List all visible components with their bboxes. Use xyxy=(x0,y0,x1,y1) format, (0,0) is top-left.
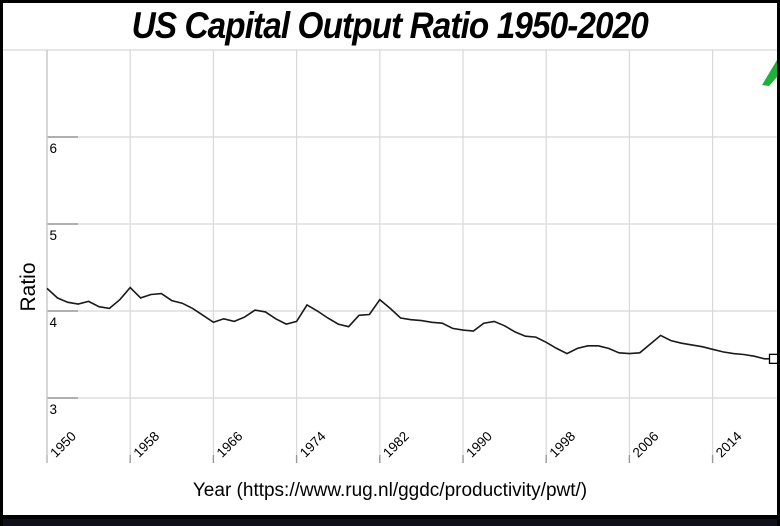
x-tick-label: 1950 xyxy=(47,429,79,461)
y-tick-label: 4 xyxy=(50,315,58,330)
x-tick-label: 1958 xyxy=(130,429,162,461)
bottom-dark-strip xyxy=(3,519,777,526)
chart-title-text: US Capital Output Ratio 1950-2020 xyxy=(131,5,649,46)
x-tick-label: 1966 xyxy=(214,429,246,461)
chart-title: US Capital Output Ratio 1950-2020 xyxy=(3,5,777,47)
x-tick-label: 1998 xyxy=(546,429,578,461)
data-line xyxy=(46,286,775,360)
x-tick-label: 1982 xyxy=(380,429,412,461)
frame-bottom-border xyxy=(3,515,777,519)
y-tick-label: 3 xyxy=(50,402,58,417)
x-tick-label: 2006 xyxy=(630,429,662,461)
green-cursor-arrow-shape xyxy=(762,60,777,86)
plot-area: 3 4 5 6 1950 1958 1966 1974 1982 1990 1998 2006 2014 xyxy=(3,49,777,463)
x-axis-title: Year (https://www.rug.nl/ggdc/productivi… xyxy=(192,480,588,501)
green-cursor-arrow-icon xyxy=(762,60,777,86)
y-axis-title: Ratio xyxy=(17,262,40,312)
x-tick-label: 1974 xyxy=(297,428,329,460)
y-tick-label: 6 xyxy=(50,141,58,156)
y-tick-label: 5 xyxy=(50,228,58,243)
x-tick-label: 2014 xyxy=(713,428,745,460)
last-point-marker xyxy=(768,353,777,365)
x-tick-label: 1990 xyxy=(463,429,495,461)
